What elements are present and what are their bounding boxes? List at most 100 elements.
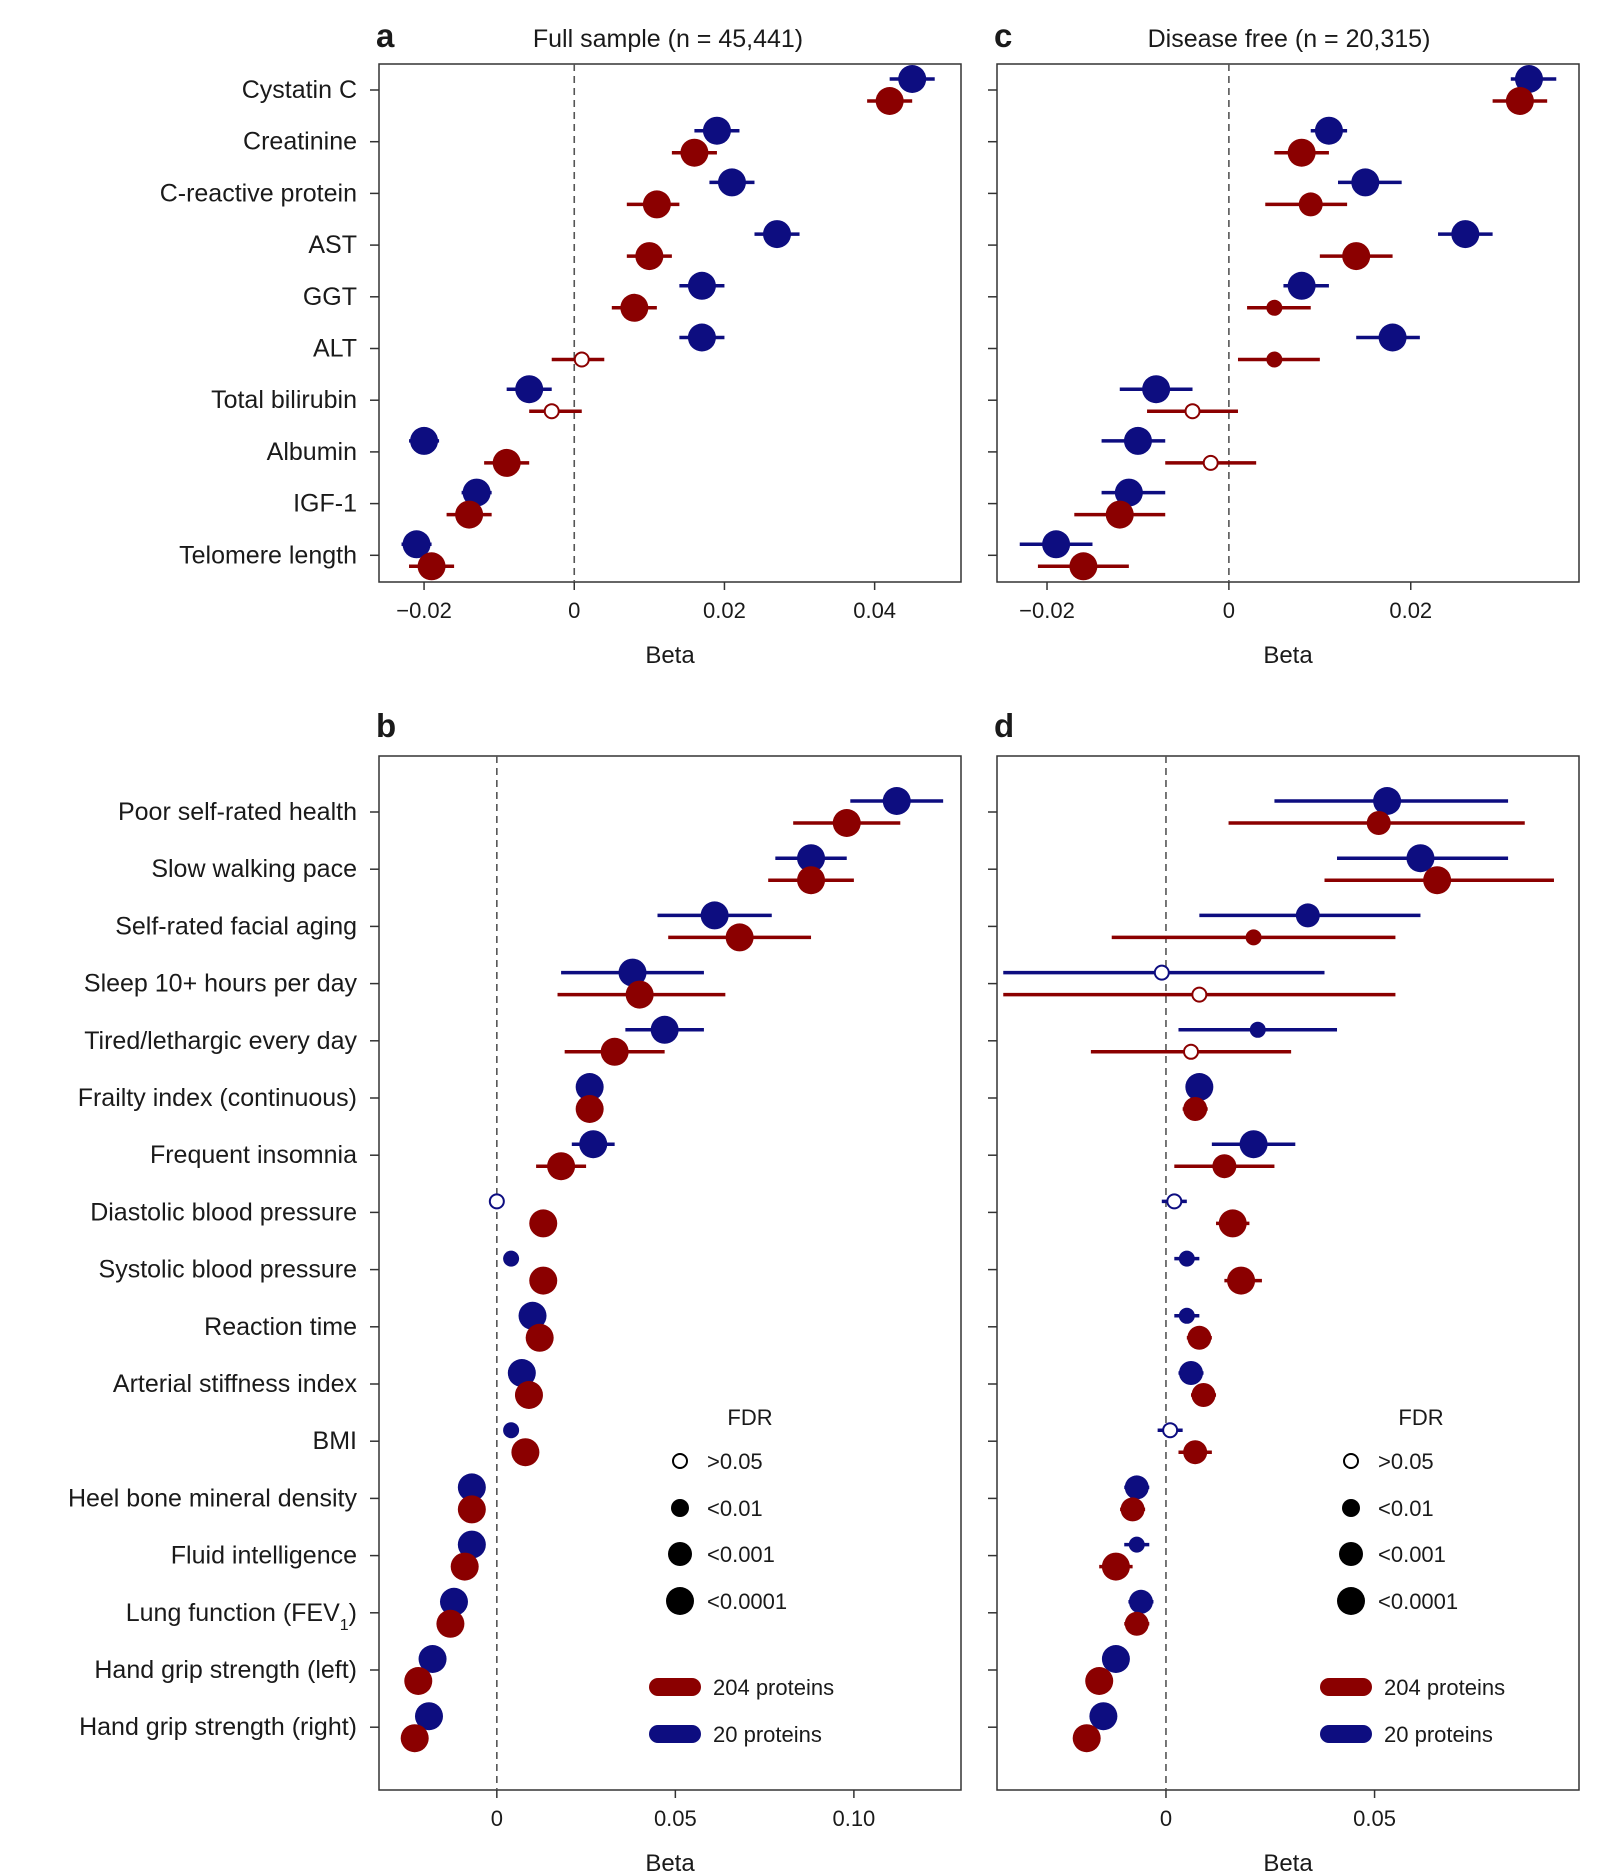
point-estimate xyxy=(400,1724,429,1753)
y-category-label: Heel bone mineral density xyxy=(68,1484,358,1512)
x-tick-label: 0.05 xyxy=(1353,1806,1396,1831)
point-estimate xyxy=(687,271,716,300)
point-estimate xyxy=(515,375,544,404)
point-estimate xyxy=(1298,192,1323,217)
point-estimate xyxy=(404,1667,433,1695)
point-estimate xyxy=(1166,1193,1183,1210)
point-estimate xyxy=(579,1130,608,1159)
point-estimate xyxy=(1179,1361,1203,1385)
point-estimate xyxy=(797,844,826,873)
point-estimate xyxy=(642,190,671,219)
legend-series-label: 204 proteins xyxy=(713,1675,834,1700)
y-category-label: ALT xyxy=(313,335,357,363)
point-estimate xyxy=(1191,986,1208,1003)
point-estimate xyxy=(1451,220,1480,249)
point-estimate xyxy=(1124,1611,1149,1636)
panel-c-frame xyxy=(996,63,1580,583)
y-category-label: Arterial stiffness index xyxy=(113,1370,358,1398)
point-estimate xyxy=(1128,1589,1153,1614)
point-estimate xyxy=(875,87,904,115)
point-estimate xyxy=(547,1152,576,1181)
point-estimate xyxy=(1184,403,1201,420)
point-estimate xyxy=(1373,787,1402,815)
point-estimate xyxy=(832,809,861,837)
point-estimate xyxy=(1245,929,1262,946)
point-estimate xyxy=(529,1209,558,1238)
y-category-label: Total bilirubin xyxy=(211,386,357,414)
legend-panel-d: FDR >0.05 <0.01 <0.001 <0.0001 204 prote… xyxy=(1320,1405,1505,1747)
legend-fdr-level: <0.01 xyxy=(1378,1496,1434,1521)
x-tick-label: 0 xyxy=(491,1806,503,1831)
legend-fdr-level: >0.05 xyxy=(1378,1449,1434,1474)
point-estimate xyxy=(402,530,431,559)
y-category-label: Self-rated facial aging xyxy=(115,912,357,940)
y-category-label: Lung function (FEV1) xyxy=(126,1599,357,1634)
point-estimate xyxy=(514,1381,543,1409)
point-estimate xyxy=(1266,351,1283,368)
point-estimate xyxy=(507,1359,536,1387)
point-estimate xyxy=(625,980,654,1009)
x-tick-label: 0.05 xyxy=(654,1806,697,1831)
legend-fdr-level: <0.01 xyxy=(707,1496,763,1521)
point-estimate xyxy=(1162,1422,1179,1439)
point-estimate xyxy=(1378,323,1407,352)
point-estimate xyxy=(1505,87,1534,115)
y-category-label: Cystatin C xyxy=(242,76,357,104)
point-estimate xyxy=(488,1193,505,1210)
legend-marker-fdr-ns xyxy=(1343,1453,1359,1469)
point-estimate xyxy=(529,1266,558,1295)
legend-fdr-level: <0.0001 xyxy=(707,1589,787,1614)
point-estimate xyxy=(1142,375,1171,404)
point-estimate xyxy=(1085,1667,1114,1695)
point-estimate xyxy=(1287,138,1316,167)
legend-marker-fdr-ns xyxy=(672,1453,688,1469)
point-estimate xyxy=(525,1323,554,1352)
y-category-label: Hand grip strength (right) xyxy=(79,1713,357,1741)
y-category-label: IGF-1 xyxy=(293,490,357,518)
point-estimate xyxy=(1072,1724,1101,1753)
panel-a-frame xyxy=(378,63,962,583)
panel-b-xlabel: Beta xyxy=(645,1850,695,1875)
point-estimate xyxy=(620,293,649,322)
panel-c-title: Disease free (n = 20,315) xyxy=(1148,25,1431,53)
point-estimate xyxy=(1187,1325,1212,1350)
point-estimate xyxy=(1287,271,1316,300)
x-tick-label: 0 xyxy=(1223,598,1235,623)
point-estimate xyxy=(717,168,746,197)
y-category-label: Frequent insomnia xyxy=(150,1141,357,1169)
x-tick-label: −0.02 xyxy=(1019,598,1075,623)
point-estimate xyxy=(511,1438,540,1467)
point-estimate xyxy=(436,1609,465,1638)
panel-c-plot: −0.02 0 0.02 xyxy=(988,64,1557,623)
point-estimate xyxy=(573,351,590,368)
point-estimate xyxy=(457,1495,486,1524)
point-estimate xyxy=(898,65,927,93)
point-estimate xyxy=(700,901,729,930)
point-estimate xyxy=(575,1095,604,1123)
point-estimate xyxy=(492,448,521,477)
legend-marker-fdr-001 xyxy=(1342,1499,1360,1517)
point-estimate xyxy=(1101,1552,1130,1581)
point-estimate xyxy=(650,1015,679,1044)
legend-series-label: 20 proteins xyxy=(713,1722,822,1747)
point-estimate xyxy=(1123,426,1152,455)
point-estimate xyxy=(1227,1266,1256,1295)
point-estimate xyxy=(1185,1073,1214,1101)
point-estimate xyxy=(1423,866,1452,895)
point-estimate xyxy=(457,1473,486,1502)
panel-a-title: Full sample (n = 45,441) xyxy=(533,25,803,53)
y-category-label: Poor self-rated health xyxy=(118,798,357,826)
y-category-label: Tired/lethargic every day xyxy=(84,1027,357,1055)
point-estimate xyxy=(1153,964,1170,981)
x-tick-label: 0.10 xyxy=(832,1806,875,1831)
panel-d: d 0 0.05 Beta xyxy=(988,707,1580,1875)
x-tick-label: −0.02 xyxy=(396,598,452,623)
point-estimate xyxy=(1183,1097,1208,1121)
point-estimate xyxy=(1351,168,1380,197)
point-estimate xyxy=(1218,1209,1247,1238)
point-estimate xyxy=(797,866,826,895)
point-estimate xyxy=(1124,1475,1149,1500)
point-estimate xyxy=(1183,1043,1199,1060)
point-estimate xyxy=(1183,1440,1208,1465)
